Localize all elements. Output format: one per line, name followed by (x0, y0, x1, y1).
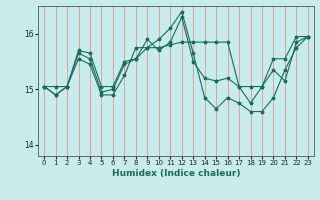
X-axis label: Humidex (Indice chaleur): Humidex (Indice chaleur) (112, 169, 240, 178)
